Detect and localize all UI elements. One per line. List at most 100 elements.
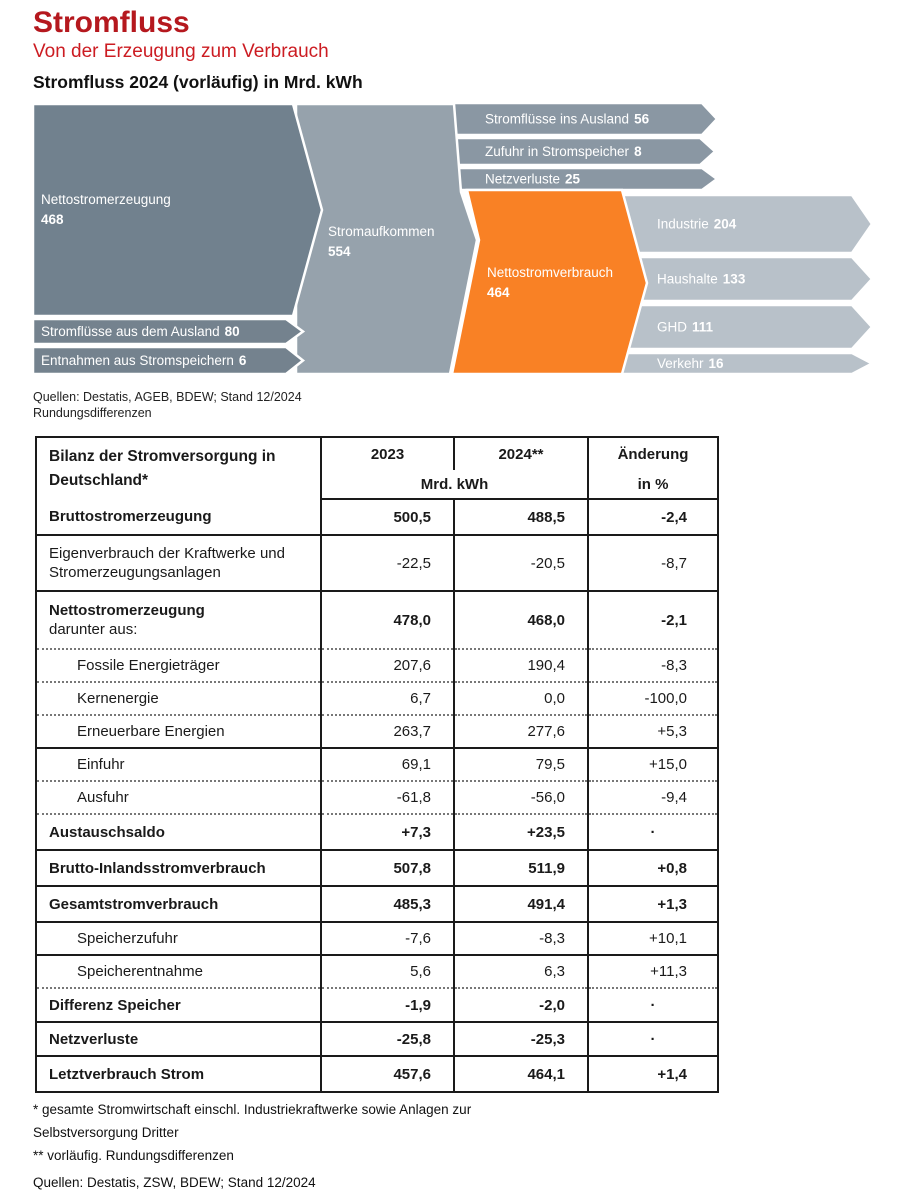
row-label-line: darunter aus: [49, 621, 138, 638]
balance-table: Bilanz der Stromversorgung in Deutschlan… [35, 436, 719, 1093]
row-label: Eigenverbrauch der Kraftwerke und Strome… [36, 535, 321, 592]
cell-2023: 69,1 [320, 748, 454, 782]
flow-shape-stromaufkommen [294, 102, 479, 376]
cell-2023: 478,0 [320, 591, 454, 650]
cell-change: +15,0 [587, 748, 718, 782]
col-header-unit: Mrd. kWh [320, 470, 588, 500]
row-label: Austauschsaldo [36, 814, 321, 851]
cell-2023: 507,8 [320, 850, 454, 887]
table-row: Brutto-Inlandsstromverbrauch 507,8 511,9… [36, 850, 718, 887]
table-row: Kernenergie 6,7 0,0 -100,0 [36, 682, 718, 716]
table-row: Gesamtstromverbrauch 485,3 491,4 +1,3 [36, 886, 718, 923]
row-label-line: Eigenverbrauch der Kraftwerke und [49, 545, 285, 562]
cell-2024: 468,0 [453, 591, 588, 650]
flow-label-industrie: Industrie 204 [657, 217, 737, 232]
cell-change: -9,4 [587, 781, 718, 815]
table-row: Speicherzufuhr -7,6 -8,3 +10,1 [36, 922, 718, 956]
cell-2023: 207,6 [320, 649, 454, 683]
cell-2024: 491,4 [453, 886, 588, 923]
page-subtitle: Von der Erzeugung zum Verbrauch [33, 41, 329, 62]
table-row: Bruttostromerzeugung 500,5 488,5 -2,4 [36, 499, 718, 536]
footnote-sources: Quellen: Destatis, ZSW, BDEW; Stand 12/2… [33, 1175, 316, 1190]
table-row: Austauschsaldo +7,3 +23,5 · [36, 814, 718, 851]
flow-shape-nettostromverbrauch [450, 188, 649, 376]
cell-change: · [587, 814, 718, 851]
flow-label-ghd: GHD 111 [657, 320, 714, 335]
flow-value-nettostromverbrauch: 464 [487, 285, 510, 300]
row-label: Erneuerbare Energien [36, 715, 321, 749]
row-label: Kernenergie [36, 682, 321, 716]
table-row: Letztverbrauch Strom 457,6 464,1 +1,4 [36, 1056, 718, 1092]
row-label: Speicherzufuhr [36, 922, 321, 956]
cell-2024: 511,9 [453, 850, 588, 887]
flow-label-entnahmen-speicher: Entnahmen aus Stromspeichern 6 [41, 353, 247, 368]
flow-label-nettostromerzeugung: Nettostromerzeugung [41, 192, 171, 207]
flow-value-nettostromerzeugung: 468 [41, 212, 64, 227]
flow-shape-nettostromerzeugung [31, 102, 324, 318]
cell-2024: 79,5 [453, 748, 588, 782]
cell-change: +5,3 [587, 715, 718, 749]
cell-2023: 263,7 [320, 715, 454, 749]
flow-label-nettostromverbrauch: Nettostromverbrauch [487, 265, 613, 280]
cell-2023: -61,8 [320, 781, 454, 815]
cell-2024: -20,5 [453, 535, 588, 592]
flow-label-netzverluste: Netzverluste 25 [485, 172, 581, 187]
cell-change: +11,3 [587, 955, 718, 989]
footnotes: * gesamte Stromwirtschaft einschl. Indus… [33, 1098, 471, 1194]
cell-2024: 488,5 [453, 499, 588, 536]
row-label: Brutto-Inlandsstromverbrauch [36, 850, 321, 887]
cell-2023: 485,3 [320, 886, 454, 923]
cell-change: +0,8 [587, 850, 718, 887]
cell-2023: 457,6 [320, 1056, 454, 1092]
col-header-2023: 2023 [320, 437, 454, 470]
cell-2024: -25,3 [453, 1022, 588, 1057]
cell-2024: 0,0 [453, 682, 588, 716]
cell-2024: 464,1 [453, 1056, 588, 1092]
table-row: Einfuhr 69,1 79,5 +15,0 [36, 748, 718, 782]
cell-change: +1,3 [587, 886, 718, 923]
cell-2023: 5,6 [320, 955, 454, 989]
flow-diagram: Nettostromerzeugung 468 Stromflüsse aus … [31, 101, 875, 376]
cell-change: +1,4 [587, 1056, 718, 1092]
table-header-title-line: Bilanz der Stromversorgung in [49, 447, 276, 465]
cell-change: · [587, 1022, 718, 1057]
cell-2024: -56,0 [453, 781, 588, 815]
row-label-line: Stromerzeugungsanlagen [49, 564, 221, 581]
row-label: Ausfuhr [36, 781, 321, 815]
col-header-change-unit: in % [587, 470, 718, 500]
cell-2024: 277,6 [453, 715, 588, 749]
flow-label-stromfluesse-aus-ausland: Stromflüsse aus dem Ausland 80 [41, 324, 240, 339]
diagram-title: Stromfluss 2024 (vorläufig) in Mrd. kWh [33, 72, 363, 92]
flow-shape-ghd [598, 303, 874, 351]
col-header-2024: 2024** [453, 437, 588, 470]
diagram-source-line: Rundungsdifferenzen [33, 406, 152, 420]
cell-change: -8,7 [587, 535, 718, 592]
flow-shape-stromfluesse-aus-ausland [31, 317, 306, 346]
cell-change: · [587, 988, 718, 1023]
cell-2023: 500,5 [320, 499, 454, 536]
table-header-row: Mrd. kWh in % [36, 470, 718, 500]
cell-2023: -7,6 [320, 922, 454, 956]
cell-change: -2,1 [587, 591, 718, 650]
row-label: Differenz Speicher [36, 988, 321, 1023]
table-row: Erneuerbare Energien 263,7 277,6 +5,3 [36, 715, 718, 749]
cell-2024: 190,4 [453, 649, 588, 683]
page-title: Stromfluss [33, 6, 190, 39]
cell-2024: -8,3 [453, 922, 588, 956]
cell-change: -100,0 [587, 682, 718, 716]
table-row: Speicherentnahme 5,6 6,3 +11,3 [36, 955, 718, 989]
footnote-line: ** vorläufig. Rundungsdifferenzen [33, 1148, 234, 1163]
flow-value-stromaufkommen: 554 [328, 244, 351, 259]
cell-2024: +23,5 [453, 814, 588, 851]
cell-2023: 6,7 [320, 682, 454, 716]
footnote-line: Selbstversorgung Dritter [33, 1125, 179, 1140]
flow-shape-entnahmen-speicher [31, 345, 306, 376]
row-label-line: Nettostromerzeugung [49, 602, 205, 619]
table-row: Nettostromerzeugung darunter aus: 478,0 … [36, 591, 718, 650]
flow-label-stromaufkommen: Stromaufkommen [328, 224, 435, 239]
cell-2024: -2,0 [453, 988, 588, 1023]
flow-label-stromfluesse-ins-ausland: Stromflüsse ins Ausland 56 [485, 112, 650, 127]
diagram-sources: Quellen: Destatis, AGEB, BDEW; Stand 12/… [33, 389, 302, 421]
row-label: Nettostromerzeugung darunter aus: [36, 591, 321, 650]
